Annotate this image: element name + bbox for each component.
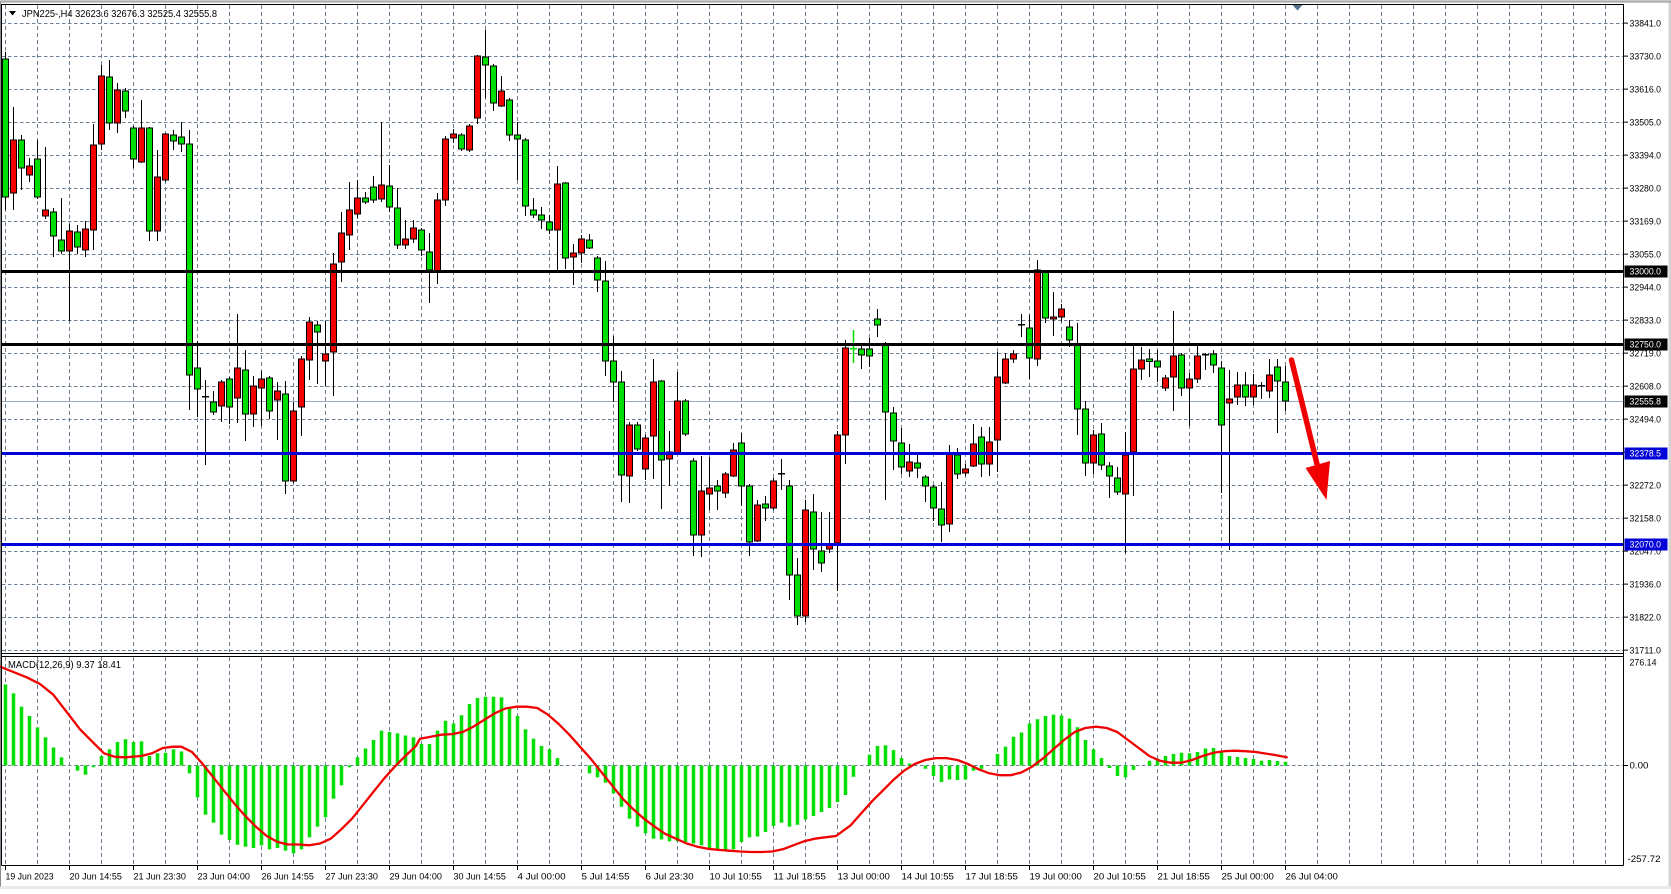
- svg-text:-257.72: -257.72: [1628, 854, 1661, 864]
- svg-text:4 Jul 00:00: 4 Jul 00:00: [518, 872, 566, 882]
- svg-text:31711.0: 31711.0: [1630, 645, 1662, 655]
- svg-text:32070.0: 32070.0: [1630, 540, 1662, 550]
- svg-text:17 Jul 18:55: 17 Jul 18:55: [966, 872, 1018, 882]
- svg-text:MACD(12,26,9) 9.37 18.41: MACD(12,26,9) 9.37 18.41: [8, 660, 121, 671]
- svg-text:30 Jun 14:55: 30 Jun 14:55: [454, 872, 506, 882]
- svg-text:27 Jun 23:30: 27 Jun 23:30: [326, 872, 378, 882]
- svg-text:32378.5: 32378.5: [1630, 449, 1662, 459]
- svg-text:32158.0: 32158.0: [1630, 513, 1662, 523]
- svg-text:33730.0: 33730.0: [1630, 51, 1662, 61]
- svg-text:31936.0: 31936.0: [1630, 579, 1662, 589]
- svg-text:33169.0: 33169.0: [1630, 216, 1662, 226]
- svg-text:23 Jun 04:00: 23 Jun 04:00: [198, 872, 250, 882]
- svg-text:10 Jul 10:55: 10 Jul 10:55: [710, 872, 762, 882]
- svg-text:11 Jul 18:55: 11 Jul 18:55: [774, 872, 826, 882]
- svg-text:33055.0: 33055.0: [1630, 249, 1662, 259]
- svg-text:33394.0: 33394.0: [1630, 150, 1662, 160]
- svg-text:6 Jul 23:30: 6 Jul 23:30: [646, 872, 694, 882]
- svg-text:29 Jun 04:00: 29 Jun 04:00: [390, 872, 442, 882]
- svg-text:14 Jul 10:55: 14 Jul 10:55: [902, 872, 954, 882]
- svg-text:13 Jul 00:00: 13 Jul 00:00: [838, 872, 890, 882]
- svg-text:32608.0: 32608.0: [1630, 381, 1662, 391]
- svg-text:20 Jul 10:55: 20 Jul 10:55: [1094, 872, 1146, 882]
- svg-text:20 Jun 14:55: 20 Jun 14:55: [70, 872, 122, 882]
- svg-text:21 Jul 18:55: 21 Jul 18:55: [1158, 872, 1210, 882]
- svg-text:JPN225-,H4 32623.6 32676.3 32: JPN225-,H4 32623.6 32676.3 32525.4 32555…: [22, 9, 217, 20]
- svg-text:33841.0: 33841.0: [1630, 18, 1662, 28]
- svg-text:33000.0: 33000.0: [1630, 267, 1662, 277]
- svg-text:32494.0: 32494.0: [1630, 414, 1662, 424]
- svg-text:33505.0: 33505.0: [1630, 117, 1662, 127]
- svg-text:32555.8: 32555.8: [1630, 397, 1662, 407]
- svg-text:26 Jul 04:00: 26 Jul 04:00: [1286, 872, 1338, 882]
- svg-text:32272.0: 32272.0: [1630, 480, 1662, 490]
- svg-text:32833.0: 32833.0: [1630, 315, 1662, 325]
- svg-text:26 Jun 14:55: 26 Jun 14:55: [262, 872, 314, 882]
- svg-text:21 Jun 23:30: 21 Jun 23:30: [134, 872, 186, 882]
- svg-text:19 Jun 2023: 19 Jun 2023: [6, 872, 54, 882]
- svg-text:31822.0: 31822.0: [1630, 612, 1662, 622]
- svg-text:0.00: 0.00: [1630, 761, 1649, 771]
- svg-text:276.14: 276.14: [1630, 658, 1657, 668]
- svg-text:19 Jul 00:00: 19 Jul 00:00: [1030, 872, 1082, 882]
- svg-text:25 Jul 00:00: 25 Jul 00:00: [1222, 872, 1274, 882]
- svg-text:32944.0: 32944.0: [1630, 282, 1662, 292]
- svg-text:5 Jul 14:55: 5 Jul 14:55: [582, 872, 630, 882]
- svg-text:33616.0: 33616.0: [1630, 84, 1662, 94]
- svg-text:33280.0: 33280.0: [1630, 183, 1662, 193]
- svg-text:32750.0: 32750.0: [1630, 340, 1662, 350]
